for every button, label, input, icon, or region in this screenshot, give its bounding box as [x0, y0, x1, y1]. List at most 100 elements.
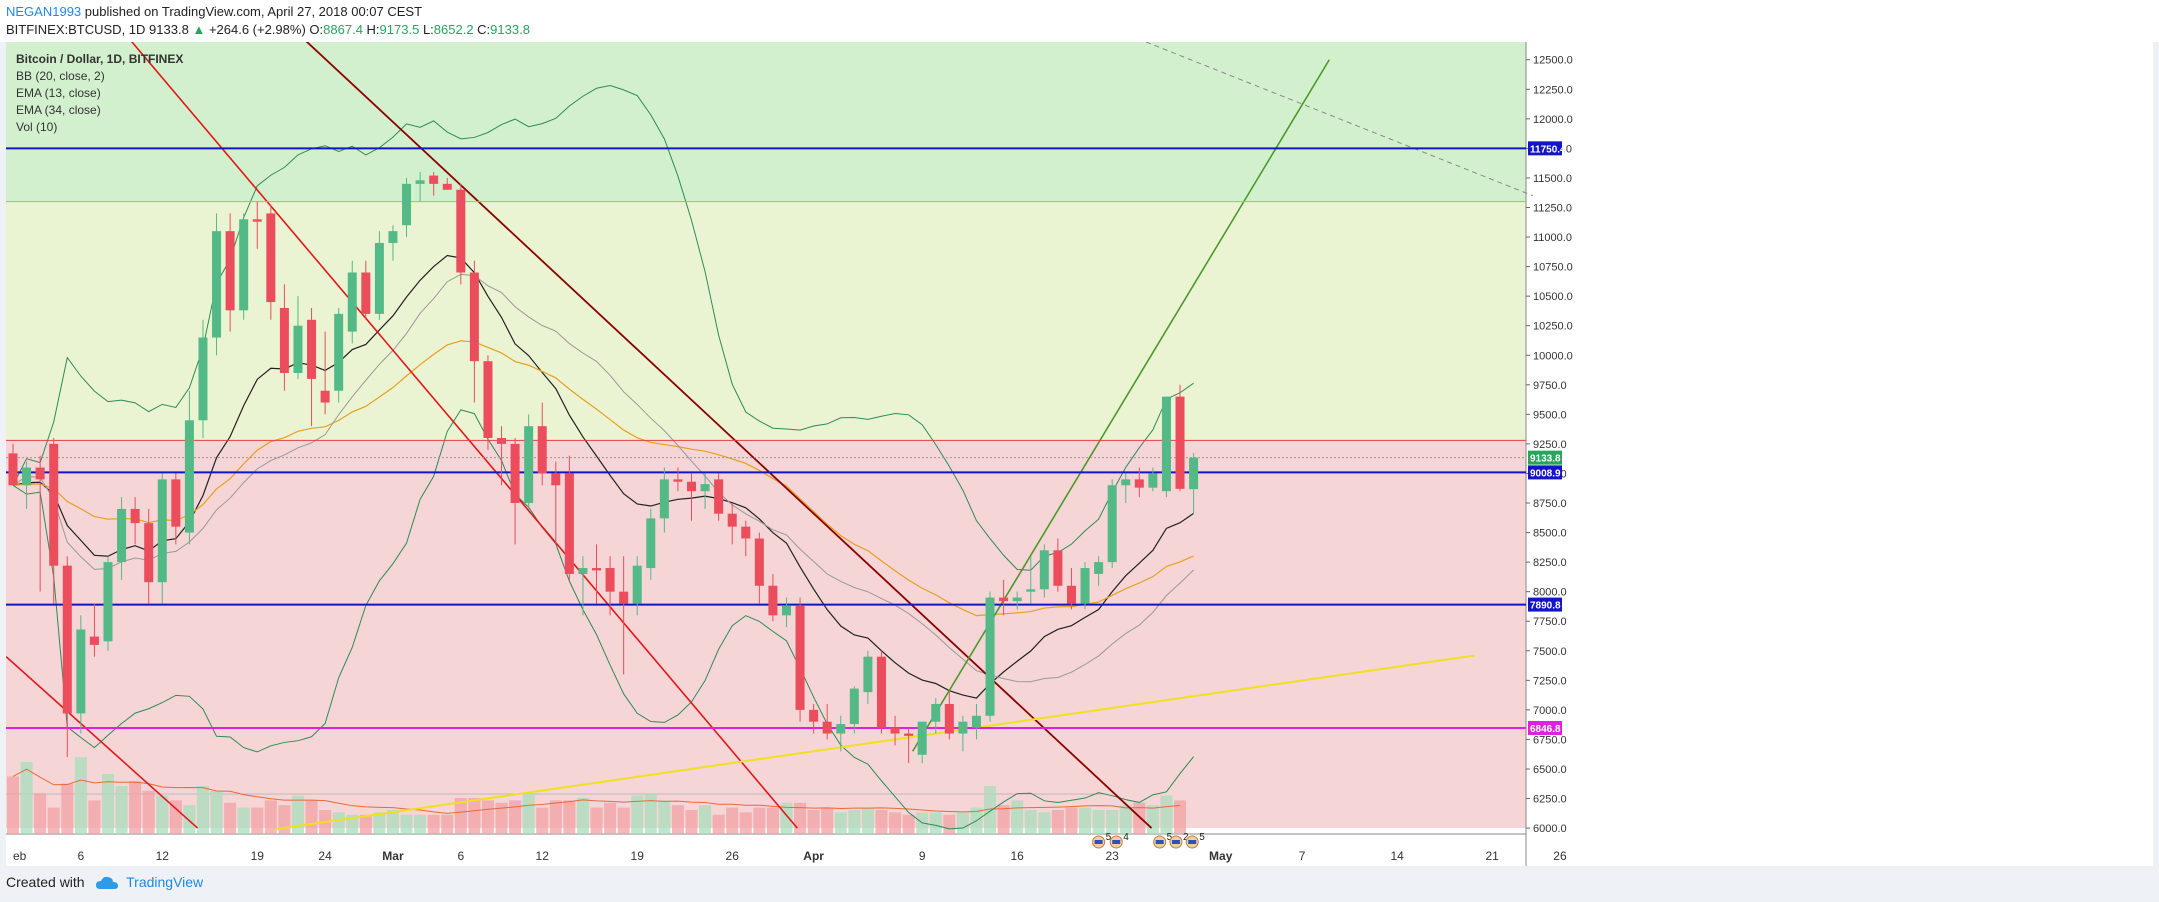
legend-ema34[interactable]: EMA (34, close) — [16, 103, 101, 117]
last-price: 9133.8 — [149, 22, 189, 37]
event-flag-icon — [1155, 840, 1164, 844]
candle-body — [266, 213, 276, 303]
legend-bb[interactable]: BB (20, close, 2) — [16, 69, 105, 83]
volume-bar — [1051, 810, 1064, 834]
legend-title: Bitcoin / Dollar, 1D, BITFINEX — [16, 52, 184, 66]
candle-body — [1161, 396, 1171, 492]
candle-body — [876, 656, 886, 728]
candle-body — [22, 467, 32, 486]
open-label: O: — [309, 22, 324, 37]
volume-bar — [115, 786, 128, 834]
y-tick-label: 9500.0 — [1533, 409, 1567, 421]
y-tick-label: 7750.0 — [1533, 616, 1567, 628]
candle-body — [646, 518, 656, 569]
x-tick-label: 19 — [631, 849, 645, 863]
volume-bar — [481, 800, 494, 834]
volume-bar — [196, 786, 209, 834]
level-tag: 9008.9 — [1530, 468, 1561, 479]
grey-dashed-trendline — [1145, 41, 1534, 197]
volume-bar — [794, 802, 807, 834]
candle-body — [578, 568, 588, 574]
candle-body — [1148, 473, 1158, 488]
volume-bar — [861, 807, 874, 834]
candle-body — [863, 656, 873, 693]
tradingview-link[interactable]: TradingView — [126, 874, 204, 890]
volume-bar — [889, 812, 902, 834]
volume-bar — [1024, 810, 1037, 834]
volume-bar — [956, 812, 969, 834]
candle-body — [727, 513, 737, 527]
x-tick-label: 16 — [1011, 849, 1025, 863]
y-tick-label: 8000.0 — [1533, 587, 1567, 599]
candle-body — [307, 319, 317, 379]
volume-bar — [644, 793, 657, 834]
candle-body — [402, 183, 412, 226]
volume-bar — [61, 783, 74, 834]
volume-bar — [929, 812, 942, 834]
volume-bar — [427, 814, 440, 834]
candle-body — [564, 473, 574, 574]
y-tick-label: 12500.0 — [1533, 55, 1573, 67]
volume-bar — [305, 800, 318, 834]
candle-body — [76, 629, 86, 714]
volume-bar — [984, 786, 997, 834]
volume-bar — [210, 790, 223, 834]
volume-bar — [101, 774, 114, 834]
volume-bar — [699, 805, 712, 834]
candle-body — [985, 597, 995, 716]
candle-body — [198, 337, 208, 421]
zone-band — [6, 42, 1526, 202]
level-tag: 6846.8 — [1530, 724, 1561, 735]
candle-body — [781, 605, 791, 616]
volume-bar — [590, 807, 603, 834]
volume-bar — [834, 812, 847, 834]
candle-body — [605, 568, 615, 592]
legend-ema13[interactable]: EMA (13, close) — [16, 86, 101, 100]
volume-bar — [712, 814, 725, 834]
volume-bar — [74, 757, 87, 834]
y-tick-label: 6000.0 — [1533, 823, 1567, 835]
candle-body — [334, 313, 344, 391]
volume-bar — [1133, 802, 1146, 834]
candle-body — [700, 484, 710, 492]
level-tag-bg — [1528, 465, 1562, 480]
candle-body — [130, 508, 140, 524]
x-tick-label: 6 — [78, 849, 85, 863]
candle-body — [537, 426, 547, 474]
candle-body — [904, 733, 914, 736]
volume-bar — [943, 814, 956, 834]
volume-bar — [576, 798, 589, 834]
y-tick-label: 10250.0 — [1533, 321, 1573, 333]
volume-bar — [997, 805, 1010, 834]
candle-body — [849, 688, 859, 725]
candle-body — [483, 361, 493, 438]
zone-band — [6, 440, 1526, 829]
candle-body — [619, 591, 629, 604]
candle-body — [144, 523, 154, 583]
y-tick-label: 11000.0 — [1533, 232, 1572, 244]
candle-body — [212, 231, 222, 338]
volume-bar — [291, 795, 304, 834]
yellow-support-line — [274, 654, 1475, 831]
candle-body — [361, 272, 371, 314]
candle-body — [1107, 485, 1117, 563]
volume-bar — [821, 807, 834, 834]
candle-body — [1066, 585, 1076, 604]
y-tick-label: 8750.0 — [1533, 498, 1567, 510]
volume-bar — [549, 800, 562, 834]
y-tick-label: 12000.0 — [1533, 114, 1573, 126]
candle-body — [890, 727, 900, 734]
candle-body — [931, 703, 941, 722]
volume-bar — [604, 802, 617, 834]
candle-body — [49, 443, 59, 566]
chart-header: NEGAN1993 published on TradingView.com, … — [0, 0, 2159, 42]
x-tick-label: 26 — [726, 849, 740, 863]
bb-basis-line — [12, 273, 1194, 683]
candle-body — [1121, 479, 1131, 486]
volume-bar — [1119, 805, 1132, 834]
level-tag-bg — [1528, 597, 1562, 612]
legend-vol[interactable]: Vol (10) — [16, 120, 58, 134]
author-link[interactable]: NEGAN1993 — [6, 4, 82, 19]
